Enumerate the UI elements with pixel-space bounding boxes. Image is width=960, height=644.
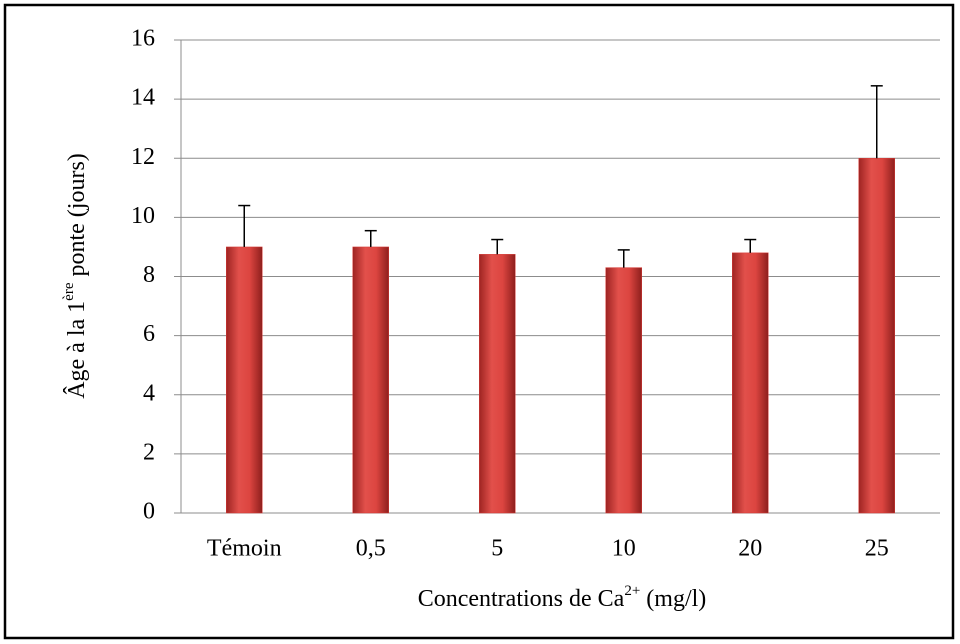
y-tick-label: 4: [143, 380, 155, 406]
bar: [479, 254, 516, 514]
y-tick-label: 0: [143, 499, 155, 525]
y-tick-label: 10: [131, 203, 155, 229]
y-axis-label: Âge à la 1ère ponte (jours): [61, 153, 89, 399]
x-tick-label: 5: [491, 536, 503, 562]
bar: [858, 158, 895, 514]
y-tick-label: 16: [131, 26, 155, 52]
y-tick-label: 8: [143, 262, 155, 288]
x-tick-label: 25: [865, 536, 889, 562]
x-tick-label: 0,5: [356, 536, 386, 562]
y-tick-label: 6: [143, 321, 155, 347]
bar: [732, 252, 769, 514]
x-axis-label: Concentrations de Ca2+ (mg/l): [418, 583, 707, 611]
y-tick-label: 14: [131, 85, 155, 111]
bar: [605, 267, 642, 514]
x-tick-label: Témoin: [207, 536, 282, 562]
x-tick-label: 10: [612, 536, 636, 562]
bar: [352, 246, 389, 514]
bar: [226, 246, 263, 514]
x-tick-label: 20: [738, 536, 762, 562]
y-tick-label: 2: [143, 439, 155, 465]
y-tick-label: 12: [131, 144, 155, 170]
